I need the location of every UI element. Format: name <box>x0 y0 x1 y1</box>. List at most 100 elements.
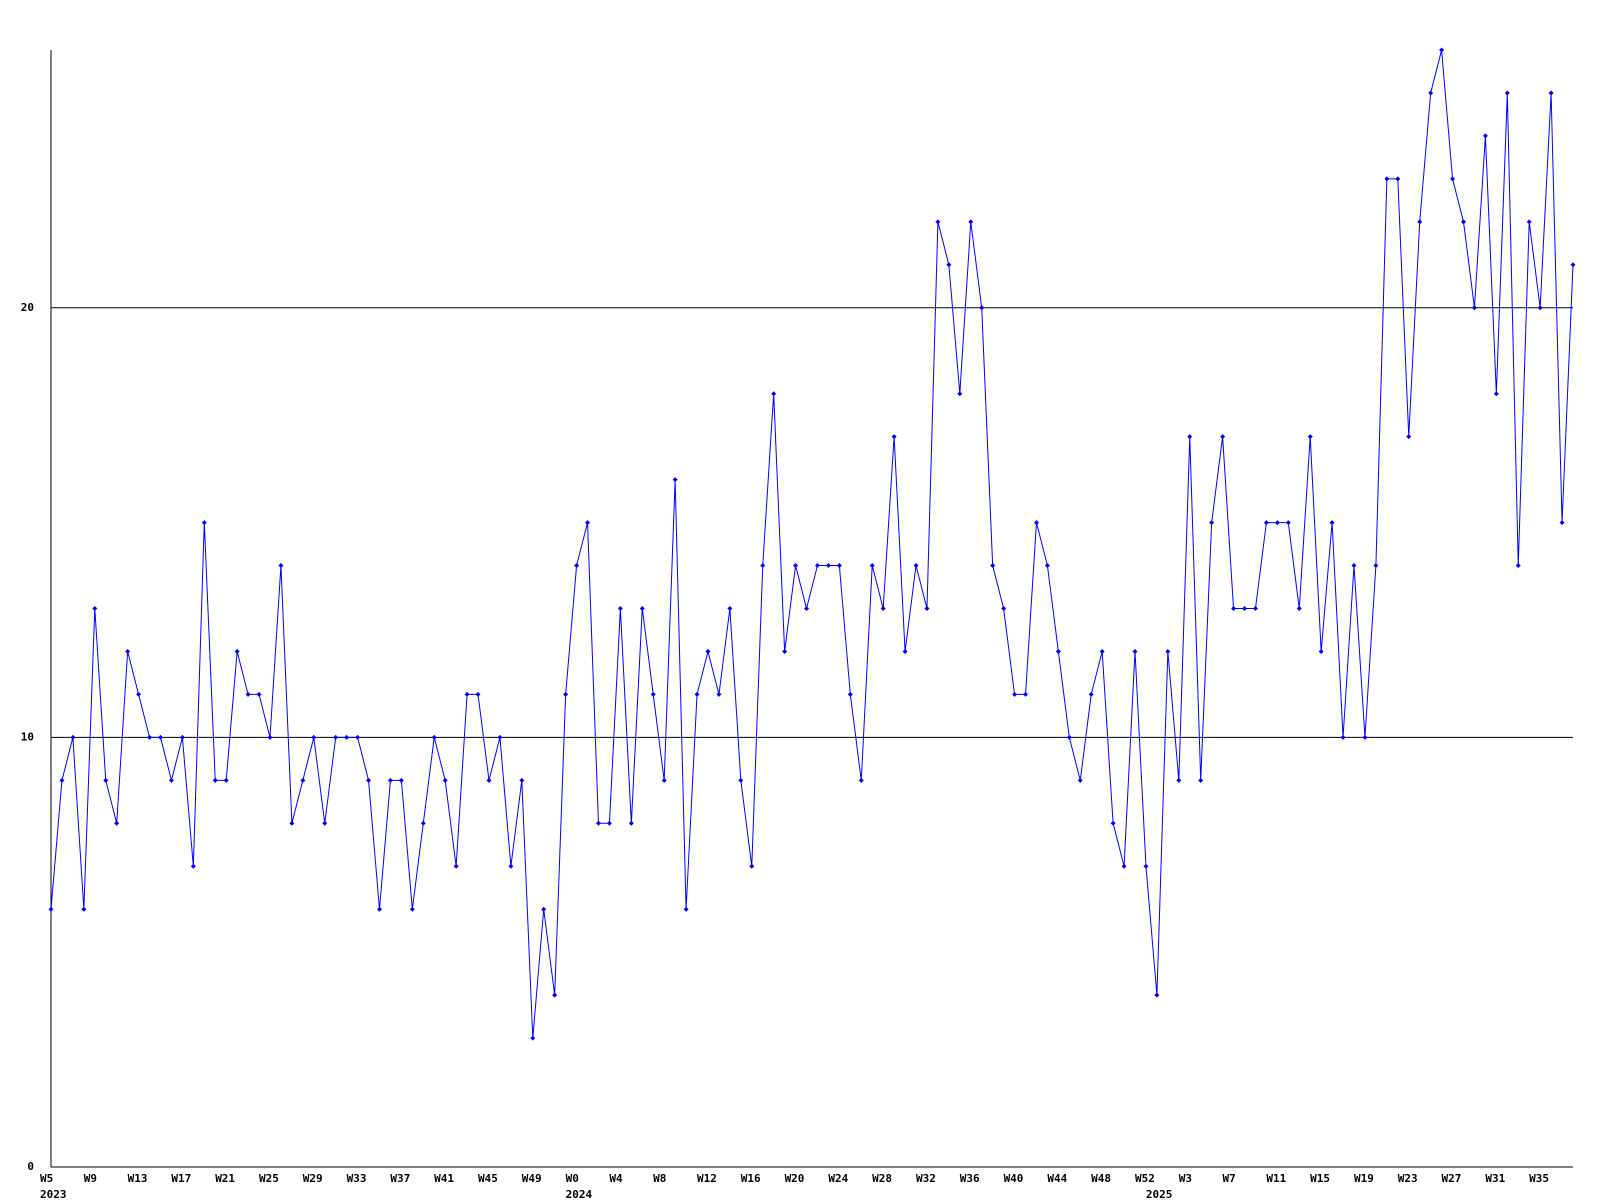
data-point <box>672 477 678 483</box>
data-point <box>639 606 645 611</box>
data-point <box>661 777 667 783</box>
data-point <box>1461 219 1467 225</box>
x-tick-label: W44 <box>1047 1172 1067 1185</box>
data-point <box>1439 47 1445 53</box>
data-point <box>59 777 65 783</box>
x-tick-label: W45 <box>478 1172 498 1185</box>
data-point <box>486 777 492 783</box>
data-point <box>1285 520 1291 526</box>
data-point <box>1406 434 1412 440</box>
data-point <box>705 648 711 654</box>
data-point <box>1570 262 1576 268</box>
data-point <box>1351 563 1357 569</box>
data-point <box>442 777 448 783</box>
data-point <box>519 777 525 783</box>
data-point <box>387 777 393 783</box>
x-tick-label: W21 <box>215 1172 235 1185</box>
data-point <box>201 520 207 526</box>
data-point <box>136 691 142 697</box>
data-point <box>190 863 196 869</box>
data-point <box>585 520 591 526</box>
data-point <box>530 1035 536 1041</box>
x-tick-label: W17 <box>171 1172 191 1185</box>
data-point <box>1110 820 1116 826</box>
data-point <box>891 434 897 440</box>
data-point <box>409 906 415 912</box>
data-point <box>869 563 875 569</box>
data-point <box>1559 520 1565 526</box>
data-point <box>1023 691 1029 697</box>
data-point <box>1493 391 1499 397</box>
data-point <box>760 563 766 569</box>
x-tick-label: W35 <box>1529 1172 1549 1185</box>
data-point <box>1515 563 1521 569</box>
year-label: 2023 <box>40 1188 67 1200</box>
data-point <box>694 691 700 697</box>
y-tick-label: 0 <box>27 1160 34 1173</box>
data-point <box>300 777 306 783</box>
data-point <box>420 820 426 826</box>
data-point <box>727 606 733 611</box>
data-point <box>595 820 601 826</box>
x-tick-label: W13 <box>128 1172 148 1185</box>
data-point <box>147 734 153 740</box>
x-tick-label: W3 <box>1179 1172 1192 1185</box>
data-point <box>858 777 864 783</box>
x-tick-label: W12 <box>697 1172 717 1185</box>
data-point <box>344 734 350 740</box>
data-point <box>1143 863 1149 869</box>
data-point <box>825 563 831 569</box>
data-point <box>103 777 109 783</box>
data-point <box>902 648 908 654</box>
data-point <box>92 606 98 611</box>
data-point <box>1340 734 1346 740</box>
data-point <box>749 863 755 869</box>
data-point <box>1329 520 1335 526</box>
x-tick-label: W37 <box>390 1172 410 1185</box>
data-point <box>1055 648 1061 654</box>
x-tick-label: W8 <box>653 1172 666 1185</box>
data-point <box>168 777 174 783</box>
data-point <box>1471 305 1477 311</box>
data-point <box>1220 434 1226 440</box>
data-point <box>946 262 952 268</box>
data-point <box>1198 777 1204 783</box>
data-point <box>924 606 930 611</box>
x-tick-label: W24 <box>828 1172 848 1185</box>
x-tick-label: W0 <box>566 1172 579 1185</box>
data-point <box>398 777 404 783</box>
x-tick-label: W33 <box>347 1172 367 1185</box>
data-point <box>1384 176 1390 182</box>
data-point <box>376 906 382 912</box>
x-tick-label: W32 <box>916 1172 936 1185</box>
data-point <box>322 820 328 826</box>
data-point <box>1252 606 1258 611</box>
data-point <box>804 606 810 611</box>
data-point <box>1001 606 1007 611</box>
data-point <box>278 563 284 569</box>
x-tick-label: W36 <box>960 1172 980 1185</box>
data-point <box>245 691 251 697</box>
data-point <box>814 563 820 569</box>
data-point <box>628 820 634 826</box>
data-point <box>157 734 163 740</box>
x-tick-label: W41 <box>434 1172 454 1185</box>
data-point <box>333 734 339 740</box>
data-point <box>1187 434 1193 440</box>
data-point <box>1537 305 1543 311</box>
data-point <box>366 777 372 783</box>
x-tick-label: W15 <box>1310 1172 1330 1185</box>
x-tick-label: W40 <box>1004 1172 1024 1185</box>
data-point <box>1033 520 1039 526</box>
data-point <box>234 648 240 654</box>
x-tick-label: W49 <box>522 1172 542 1185</box>
data-point <box>913 563 919 569</box>
x-tick-label: W20 <box>785 1172 805 1185</box>
x-tick-label: W29 <box>303 1172 323 1185</box>
data-point <box>847 691 853 697</box>
data-point <box>1088 691 1094 697</box>
data-point <box>1242 606 1248 611</box>
data-point <box>1548 90 1554 96</box>
x-tick-label: W5 <box>40 1172 53 1185</box>
data-point <box>1504 90 1510 96</box>
